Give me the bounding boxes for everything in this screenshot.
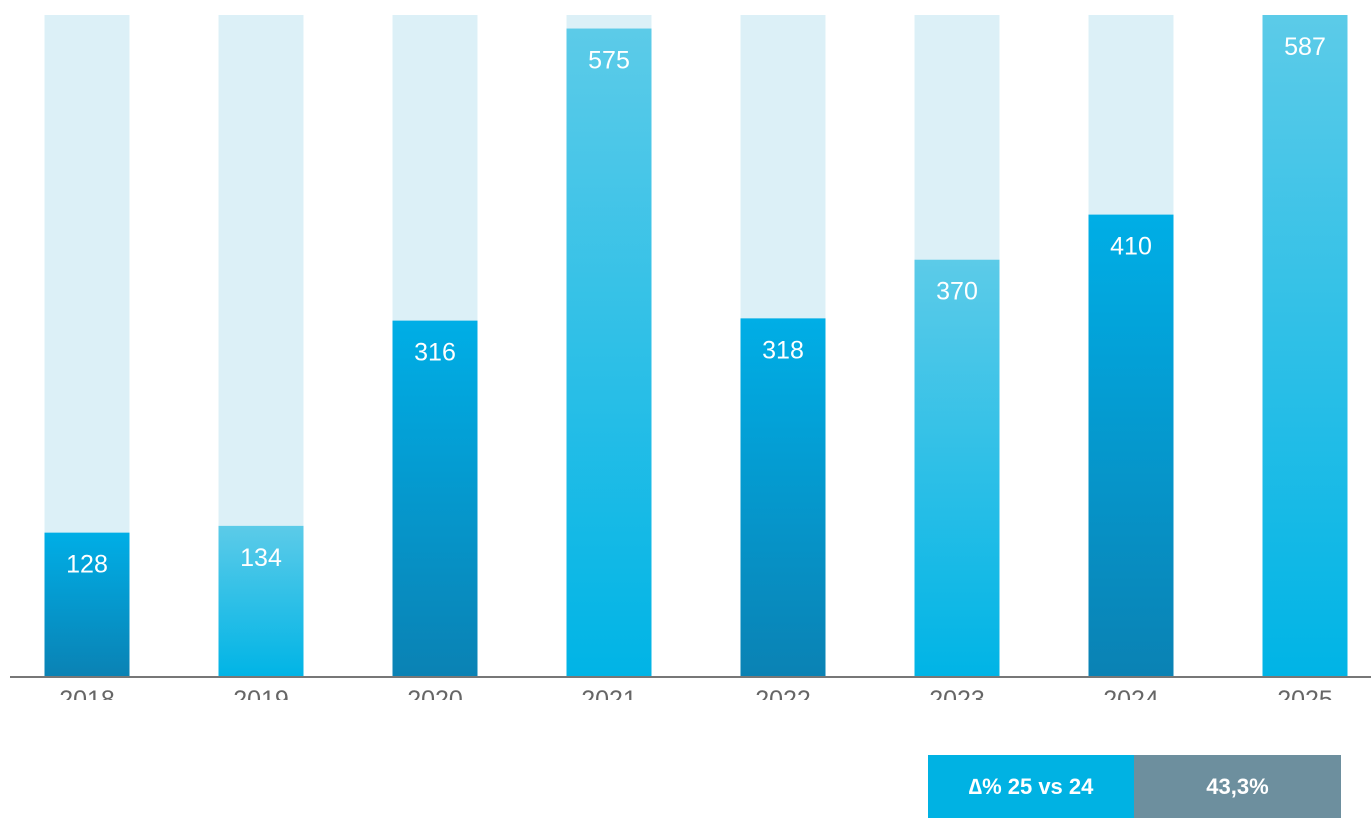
bar-2019: [218, 525, 304, 677]
x-tick-label-2023: 2023: [929, 686, 985, 700]
x-tick-label-2021: 2021: [581, 686, 637, 700]
bar-2020: [392, 320, 478, 677]
x-tick-label-2018: 2018: [59, 686, 115, 700]
value-label-2020: 316: [414, 339, 456, 367]
value-label-2021: 575: [588, 47, 630, 75]
bar-chart-svg: 128 134 316 575 318 370 410 587 2018 2019 2020 202…: [10, 15, 1371, 700]
x-tick-label-2025: 2025: [1277, 686, 1333, 700]
value-label-2025: 587: [1284, 33, 1326, 61]
x-tick-label-2024: 2024: [1103, 686, 1159, 700]
bar-chart: 128 134 316 575 318 370 410 587 2018 2019 2020 202…: [10, 15, 1371, 700]
delta-label: ∆% 25 vs 24: [928, 755, 1134, 818]
value-label-2023: 370: [936, 278, 978, 306]
bar-2018: [44, 532, 130, 677]
delta-summary-box: ∆% 25 vs 24 43,3%: [928, 755, 1341, 818]
bar-2021: [566, 28, 652, 678]
bar-2024: [1088, 214, 1174, 677]
bar-2023: [914, 259, 1000, 677]
x-tick-label-2020: 2020: [407, 686, 463, 700]
x-tick-label-2022: 2022: [755, 686, 811, 700]
value-label-2022: 318: [762, 336, 804, 364]
x-tick-labels: 2018 2019 2020 2021 2022 2023 2024 2025: [59, 686, 1333, 700]
bar-2025: [1262, 15, 1348, 677]
bars: [44, 15, 1348, 678]
delta-value: 43,3%: [1134, 755, 1341, 818]
value-label-2019: 134: [240, 544, 282, 572]
value-label-2024: 410: [1110, 233, 1152, 261]
x-tick-label-2019: 2019: [233, 686, 289, 700]
bar-2022: [740, 318, 826, 677]
value-label-2018: 128: [66, 551, 108, 579]
value-labels: 128 134 316 575 318 370 410 587: [66, 33, 1326, 579]
